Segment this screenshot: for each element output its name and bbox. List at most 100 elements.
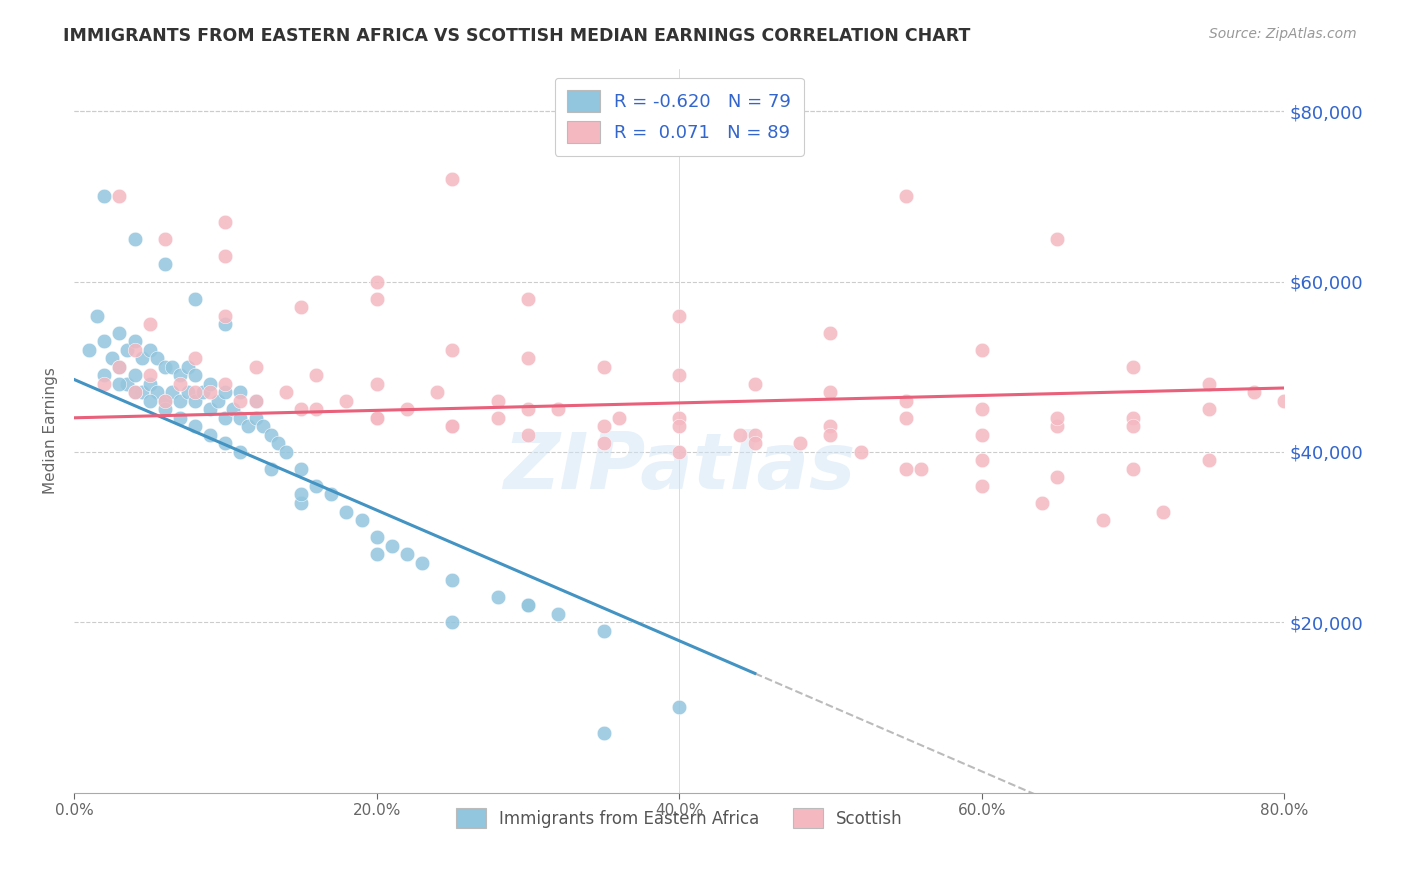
Point <box>153 393 176 408</box>
Point <box>108 359 131 374</box>
Point <box>668 700 690 714</box>
Point <box>245 359 267 374</box>
Point <box>1198 402 1220 417</box>
Point <box>1046 419 1069 434</box>
Point <box>1272 393 1295 408</box>
Point <box>411 556 433 570</box>
Point <box>1152 504 1174 518</box>
Point <box>744 427 766 442</box>
Point <box>516 599 538 613</box>
Point <box>1122 410 1144 425</box>
Point <box>335 504 357 518</box>
Point <box>516 351 538 366</box>
Point <box>260 462 283 476</box>
Point <box>441 615 464 630</box>
Point <box>970 343 993 357</box>
Point <box>207 393 229 408</box>
Legend: Immigrants from Eastern Africa, Scottish: Immigrants from Eastern Africa, Scottish <box>449 801 910 835</box>
Point <box>1046 410 1069 425</box>
Point <box>592 436 614 450</box>
Point <box>214 309 236 323</box>
Point <box>305 479 328 493</box>
Point <box>124 232 146 246</box>
Point <box>153 232 176 246</box>
Point <box>138 317 160 331</box>
Point <box>169 368 191 383</box>
Point <box>290 402 312 417</box>
Point <box>1031 496 1053 510</box>
Point <box>108 189 131 203</box>
Point <box>970 479 993 493</box>
Point <box>744 436 766 450</box>
Point <box>153 402 176 417</box>
Point <box>894 189 917 203</box>
Point <box>820 427 842 442</box>
Point <box>153 359 176 374</box>
Point <box>131 385 153 400</box>
Point <box>335 393 357 408</box>
Point <box>592 359 614 374</box>
Point <box>176 385 198 400</box>
Point <box>1046 470 1069 484</box>
Point <box>486 410 509 425</box>
Point <box>366 410 388 425</box>
Point <box>305 402 328 417</box>
Text: ZIPatlas: ZIPatlas <box>503 429 855 505</box>
Point <box>184 368 207 383</box>
Point <box>146 351 169 366</box>
Point <box>138 343 160 357</box>
Point <box>820 385 842 400</box>
Point <box>668 368 690 383</box>
Point <box>789 436 811 450</box>
Point <box>200 427 222 442</box>
Point <box>321 487 343 501</box>
Point <box>138 368 160 383</box>
Point <box>290 496 312 510</box>
Point <box>366 376 388 391</box>
Point <box>516 427 538 442</box>
Point <box>970 453 993 467</box>
Point <box>441 343 464 357</box>
Point <box>162 359 184 374</box>
Point <box>245 393 267 408</box>
Point <box>229 385 252 400</box>
Point <box>229 410 252 425</box>
Point <box>668 309 690 323</box>
Point <box>894 410 917 425</box>
Point <box>245 393 267 408</box>
Point <box>184 393 207 408</box>
Point <box>381 539 404 553</box>
Point <box>547 402 569 417</box>
Point <box>1243 385 1265 400</box>
Point <box>668 419 690 434</box>
Point <box>1198 453 1220 467</box>
Point <box>366 275 388 289</box>
Point <box>124 368 146 383</box>
Point <box>274 445 297 459</box>
Point <box>236 419 259 434</box>
Point <box>441 172 464 186</box>
Point <box>169 393 191 408</box>
Point <box>115 376 138 391</box>
Point <box>486 393 509 408</box>
Point <box>93 334 115 348</box>
Point <box>176 359 198 374</box>
Point <box>229 393 252 408</box>
Point <box>290 487 312 501</box>
Point <box>516 402 538 417</box>
Point <box>516 599 538 613</box>
Point <box>184 419 207 434</box>
Y-axis label: Median Earnings: Median Earnings <box>44 368 58 494</box>
Point <box>970 427 993 442</box>
Point <box>607 410 630 425</box>
Point <box>214 376 236 391</box>
Point <box>93 189 115 203</box>
Point <box>184 385 207 400</box>
Point <box>115 343 138 357</box>
Point <box>200 385 222 400</box>
Point <box>744 376 766 391</box>
Point <box>894 462 917 476</box>
Point <box>229 445 252 459</box>
Point <box>169 376 191 391</box>
Point <box>146 385 169 400</box>
